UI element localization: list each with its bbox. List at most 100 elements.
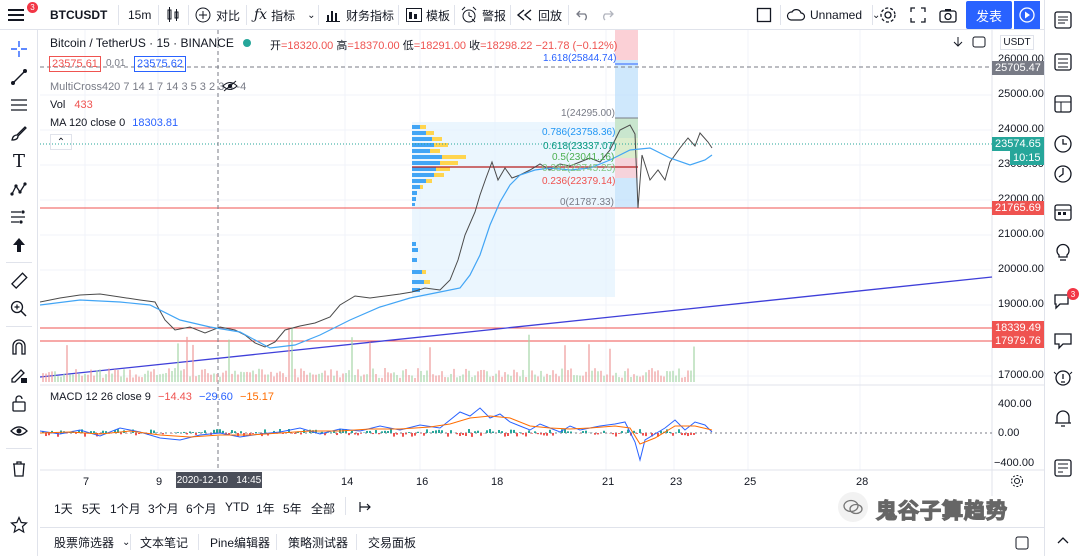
settings-button[interactable]	[879, 0, 897, 30]
publish-button[interactable]: 发表	[966, 1, 1012, 29]
macd-histogram-bar	[447, 433, 449, 437]
price-tag-25705: 25705.47	[992, 61, 1044, 75]
undo-button[interactable]	[576, 0, 590, 30]
range-all[interactable]: 全部	[311, 502, 336, 516]
interval-selector[interactable]: 15m	[128, 8, 152, 22]
tab-strategy-tester[interactable]: 策略测试器	[288, 535, 349, 550]
volume-bar	[141, 377, 143, 382]
hotlist-button[interactable]	[1051, 200, 1075, 224]
volume-bar	[618, 377, 620, 382]
volume-legend[interactable]: Vol 433	[50, 99, 93, 111]
range-1y[interactable]: 1年	[256, 502, 275, 516]
volume-bars	[42, 328, 695, 382]
range-1m[interactable]: 1个月	[110, 502, 141, 516]
stay-drawing-tool[interactable]	[6, 364, 32, 386]
redo-button[interactable]	[600, 0, 614, 30]
range-5y[interactable]: 5年	[283, 502, 302, 516]
help-button[interactable]	[1051, 456, 1075, 480]
measure-tool[interactable]	[6, 270, 32, 292]
volume-bar	[555, 373, 557, 382]
macd-legend[interactable]: MACD 12 26 close 9 −14.43 −29.60 −15.17	[50, 391, 274, 403]
streams-button[interactable]	[1051, 328, 1075, 352]
watchlist-button[interactable]	[1051, 8, 1075, 32]
eye-off-icon[interactable]	[222, 80, 238, 95]
play-button[interactable]	[1014, 1, 1040, 29]
snapshot-button[interactable]	[939, 0, 957, 30]
watchlist-icon	[1054, 11, 1072, 29]
brush-tool[interactable]	[6, 122, 32, 144]
reset-chart-button[interactable]	[972, 36, 986, 51]
volume-bar	[243, 372, 245, 382]
lock-drawings-tool[interactable]	[6, 392, 32, 414]
fullscreen-button[interactable]	[910, 0, 926, 30]
financials-button[interactable]: 财务指标	[326, 0, 394, 30]
history-button[interactable]	[1051, 162, 1075, 186]
magnet-tool[interactable]	[6, 336, 32, 358]
hide-drawings-tool[interactable]	[6, 420, 32, 442]
collapse-legend-button[interactable]: ⌃	[50, 134, 72, 150]
prediction-tool[interactable]	[6, 206, 32, 228]
macd-histogram-bar	[219, 429, 221, 433]
maximize-panel-button[interactable]	[1015, 536, 1029, 553]
axis-settings-button[interactable]	[1010, 474, 1024, 491]
volume-bar	[519, 376, 521, 382]
notifications-button[interactable]	[1051, 406, 1075, 430]
volume-bar	[474, 375, 476, 382]
goto-date-button[interactable]	[358, 500, 372, 517]
tab-stock-screener[interactable]: 股票筛选器 ⌄	[54, 535, 131, 550]
volume-bar	[366, 374, 368, 382]
range-3m[interactable]: 3个月	[148, 502, 179, 516]
remove-drawings-tool[interactable]	[6, 458, 32, 480]
currency-button[interactable]: USDT	[1000, 35, 1034, 50]
tab-text-notes[interactable]: 文本笔记	[140, 535, 189, 550]
trendline[interactable]	[40, 276, 993, 378]
replay-label: 回放	[538, 8, 563, 23]
arrow-tool[interactable]	[6, 234, 32, 256]
prediction-icon	[11, 210, 25, 224]
calendar-button[interactable]	[1051, 50, 1075, 74]
time-tick: 28	[856, 476, 869, 488]
favorites-tool[interactable]	[6, 514, 32, 536]
range-5d[interactable]: 5天	[82, 502, 101, 516]
buy-button[interactable]: 23575.62	[134, 56, 186, 72]
volume-bar	[600, 370, 602, 382]
multicross-legend[interactable]: MultiCross420 7 14 1 7 14 3 5 3 2 3 4 -4	[50, 81, 247, 93]
range-1d[interactable]: 1天	[54, 502, 73, 516]
chart-canvas[interactable]	[40, 30, 1044, 527]
data-window-button[interactable]	[1051, 92, 1075, 116]
signals-button[interactable]	[1051, 366, 1075, 390]
macd-histogram-bar	[681, 433, 683, 436]
scroll-down-button[interactable]	[952, 36, 966, 50]
fib-zone[interactable]	[412, 122, 615, 297]
tab-pine-editor[interactable]: Pine编辑器	[210, 535, 271, 550]
expand-sidebar-button[interactable]	[1051, 528, 1075, 552]
symbol-search[interactable]: BTCUSDT	[50, 8, 108, 22]
zoom-tool[interactable]	[6, 298, 32, 320]
templates-button[interactable]: 模板	[406, 0, 450, 30]
ideas-button[interactable]	[1051, 240, 1075, 264]
legend-dot	[243, 36, 251, 50]
range-6m[interactable]: 6个月	[186, 502, 217, 516]
text-tool[interactable]: T	[6, 150, 32, 172]
sell-button[interactable]: 23575.61	[49, 56, 101, 72]
trendline-tool[interactable]	[6, 66, 32, 88]
volume-bar	[78, 373, 80, 382]
pattern-tool[interactable]	[6, 178, 32, 200]
ma-legend[interactable]: MA 120 close 0 18303.81	[50, 117, 179, 129]
macd-histogram-bar	[567, 431, 569, 433]
chart-type-button[interactable]	[166, 0, 180, 30]
bottom-panel-bar: 股票筛选器 ⌄ 文本笔记 Pine编辑器 策略测试器 交易面板	[40, 527, 1044, 556]
menu-button[interactable]	[8, 0, 26, 30]
alert-button[interactable]: 警报	[460, 0, 506, 30]
volume-bar	[552, 370, 554, 382]
range-ytd[interactable]: YTD	[225, 500, 249, 514]
compare-button[interactable]: 对比	[194, 0, 240, 30]
replay-button[interactable]: 回放	[516, 0, 562, 30]
save-layout-button[interactable]: Unnamed ⌄	[786, 0, 880, 30]
layout-button[interactable]	[756, 0, 772, 30]
hlines-tool[interactable]	[6, 94, 32, 116]
alerts-panel-button[interactable]	[1051, 132, 1075, 156]
tab-trading-panel[interactable]: 交易面板	[368, 535, 417, 550]
indicators-button[interactable]: ƒx 指标 ⌄	[254, 0, 315, 30]
crosshair-tool[interactable]	[6, 38, 32, 60]
